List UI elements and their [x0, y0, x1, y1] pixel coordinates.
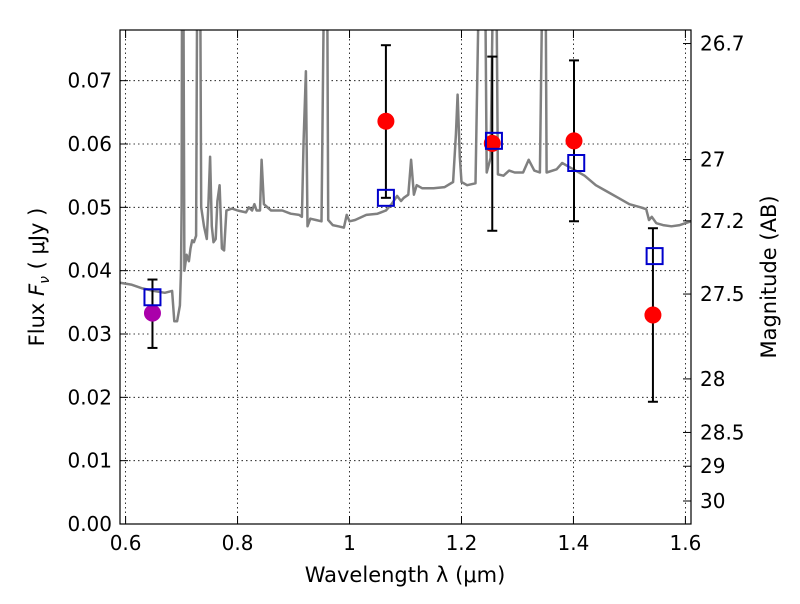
- x-axis-ticks: 0.6 0.8 1 1.2 1.4 1.6: [110, 30, 701, 555]
- model-point: [143, 288, 162, 307]
- observed-point: [565, 132, 583, 150]
- x-axis-label: Wavelength λ (μm): [305, 563, 506, 587]
- y2-tick-label: 26.7: [700, 32, 745, 56]
- model-point: [567, 154, 586, 172]
- x-tick-label: 1.6: [669, 531, 701, 555]
- y2-tick-label: 28: [700, 367, 725, 391]
- y2-tick-label: 30: [700, 489, 725, 513]
- y-axis-label: Flux Fν ( μJy ): [25, 208, 53, 347]
- observed-point: [377, 112, 395, 130]
- x-tick-label: 1.2: [446, 531, 478, 555]
- y-tick-label: 0.07: [67, 69, 112, 93]
- model-points-layer: [143, 131, 664, 307]
- model-point: [645, 247, 664, 266]
- spectrum-layer: [120, 30, 691, 323]
- model-point: [376, 188, 395, 207]
- y2-axis-label: Magnitude (AB): [757, 195, 781, 358]
- y-tick-label: 0.06: [67, 132, 112, 156]
- x-tick-label: 0.6: [110, 531, 142, 555]
- observed-point: [143, 304, 161, 322]
- y-tick-label: 0.02: [67, 385, 112, 409]
- y-tick-label: 0.03: [67, 322, 112, 346]
- y-tick-label: 0.01: [67, 449, 112, 473]
- y2-tick-label: 29: [700, 454, 725, 478]
- plot-frame: [119, 29, 692, 525]
- y2-tick-label: 28.5: [700, 420, 745, 444]
- x-tick-label: 1: [343, 531, 356, 555]
- observed-point: [483, 134, 501, 152]
- x-tick-label: 1.4: [558, 531, 590, 555]
- y2-tick-label: 27.2: [700, 209, 745, 233]
- y2-tick-label: 27.5: [700, 282, 745, 306]
- x-tick-label: 0.8: [222, 531, 254, 555]
- model-point: [484, 131, 503, 150]
- observed-point: [644, 306, 662, 324]
- y-tick-label: 0.00: [67, 512, 112, 536]
- y-tick-label: 0.05: [67, 195, 112, 219]
- observed-points-layer: [143, 112, 662, 324]
- spectrum-line: [120, 30, 691, 323]
- y-tick-label: 0.04: [67, 259, 112, 283]
- y2-tick-label: 27: [700, 148, 725, 172]
- y2-axis-ticks: 26.7 27 27.2 27.5 28 28.5 29 30: [683, 32, 745, 513]
- y-axis-ticks: 0.00 0.01 0.02 0.03 0.04 0.05 0.06 0.07: [67, 69, 128, 536]
